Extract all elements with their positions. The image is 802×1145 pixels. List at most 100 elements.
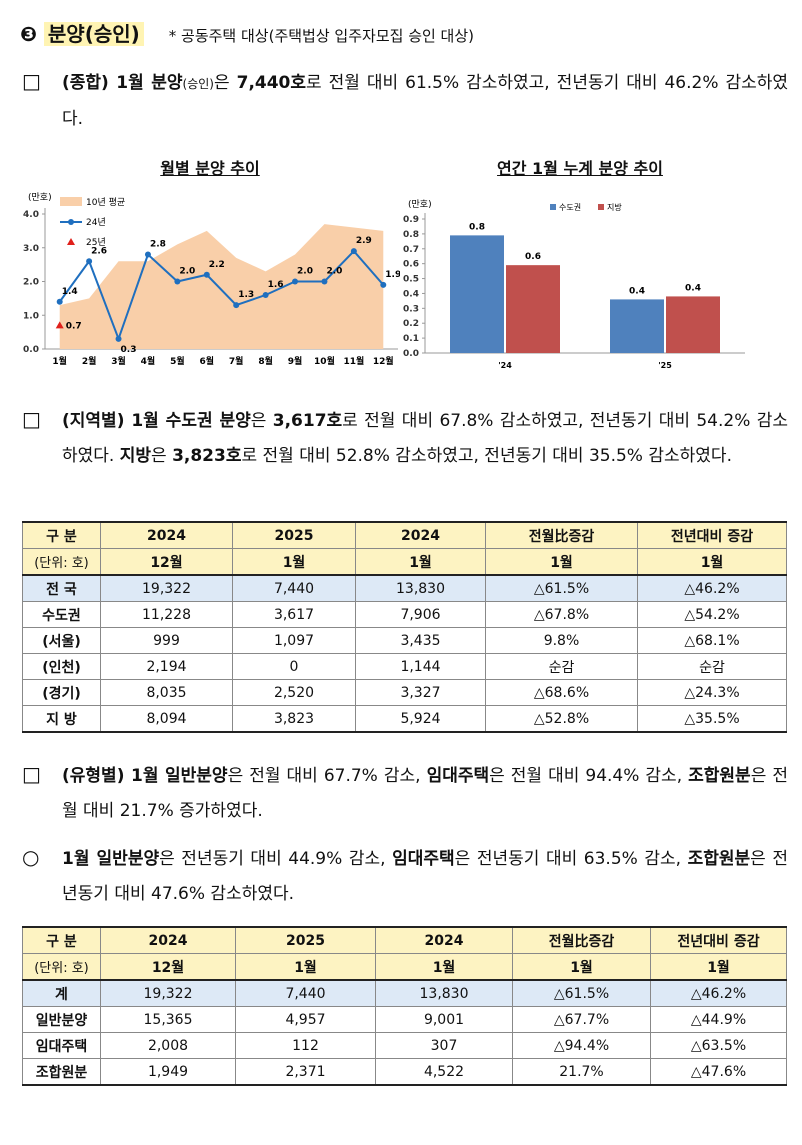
marker bbox=[55, 321, 64, 329]
marker bbox=[203, 271, 210, 278]
y-tick-label: 0.7 bbox=[403, 245, 419, 255]
header-cell: 전년대비 증감 bbox=[637, 521, 787, 549]
cell: △24.3% bbox=[637, 679, 787, 706]
cell: 8,035 bbox=[100, 679, 233, 706]
header-cell: 1월 bbox=[355, 548, 486, 576]
x-tick-label: '25 bbox=[658, 361, 672, 370]
cell: △54.2% bbox=[637, 601, 787, 628]
bullet-marker: □ bbox=[22, 69, 41, 93]
legend-label: 10년 평균 bbox=[86, 197, 125, 208]
bullet-marker: ○ bbox=[22, 845, 40, 869]
y-tick-label: 0.9 bbox=[403, 215, 419, 225]
text-run: 로 전월 대비 61.5% 감소하였고, 전년동기 대비 46.2% 감소하였다… bbox=[62, 73, 788, 129]
data-label: 0.7 bbox=[66, 321, 82, 331]
header-row: (단위: 호) 12월 1월 1월 1월 1월 bbox=[22, 548, 787, 576]
cell: 2,194 bbox=[100, 653, 233, 680]
chart: (만호) 0.0 0.1 0.2 0.3 0.4 0.5 0.6 0.7 0.8 0.9 '24 '25… bbox=[403, 199, 745, 370]
paragraph: □ (지역별) 1월 수도권 분양은 3,617호로 전월 대비 67.8% 감소… bbox=[22, 402, 788, 474]
cell: 19,322 bbox=[100, 574, 233, 602]
chart-title: 월별 분양 추이 bbox=[160, 159, 260, 178]
y-tick-label: 0.2 bbox=[403, 319, 419, 329]
legend-swatch bbox=[68, 219, 74, 225]
bar bbox=[610, 299, 664, 353]
cell: 112 bbox=[235, 1032, 376, 1059]
cell: 3,823 bbox=[232, 705, 356, 733]
marker bbox=[262, 292, 269, 298]
data-label: 2.0 bbox=[297, 267, 313, 277]
data-label: 1.9 bbox=[385, 270, 400, 280]
cell: 7,440 bbox=[235, 979, 376, 1007]
cell: 7,906 bbox=[355, 601, 486, 628]
header-cell: 1월 bbox=[650, 953, 787, 981]
data-label: 2.6 bbox=[91, 246, 107, 256]
header-cell: 1월 bbox=[512, 953, 651, 981]
cell: 조합원분 bbox=[22, 1058, 101, 1086]
text-run: 은 전월 대비 21.7% 증가하였다. bbox=[62, 766, 788, 821]
text-run: 은 bbox=[151, 446, 173, 466]
cell: 11,228 bbox=[100, 601, 233, 628]
data-row: 전 국 19,322 7,440 13,830 △61.5% △46.2% bbox=[22, 574, 787, 602]
bullet-marker: □ bbox=[22, 762, 41, 786]
text-run: 조합원분 bbox=[687, 849, 751, 869]
header-cell: 전월比증감 bbox=[485, 521, 638, 549]
marker bbox=[350, 248, 357, 255]
data-label: 2.0 bbox=[326, 267, 342, 277]
header-row: 구 분 2024 2025 2024 전월比증감 전년대비 증감 bbox=[22, 926, 787, 954]
cell: 임대주택 bbox=[22, 1032, 101, 1059]
x-tick-label: 6월 bbox=[200, 355, 215, 367]
cell: 순감 bbox=[637, 653, 787, 680]
x-tick-label: 7월 bbox=[229, 355, 244, 367]
text-run: (종합) 1월 분양 bbox=[62, 73, 183, 93]
cell: △47.6% bbox=[650, 1058, 787, 1086]
x-tick-label: 9월 bbox=[288, 355, 303, 367]
cell: 3,435 bbox=[355, 627, 486, 654]
header-cell: 1월 bbox=[485, 548, 638, 576]
bar bbox=[666, 296, 720, 353]
text-run: 은 전년동기 대비 63.5% 감소, bbox=[454, 849, 688, 869]
data-label: 2.2 bbox=[209, 260, 225, 270]
cell: △35.5% bbox=[637, 705, 787, 733]
header-cell: 2024 bbox=[355, 521, 486, 549]
legend-label: 25년 bbox=[86, 237, 106, 248]
cell: △44.9% bbox=[650, 1006, 787, 1033]
y-axis-label: (만호) bbox=[408, 199, 432, 210]
cell: 3,327 bbox=[355, 679, 486, 706]
text-run: 은 전월 대비 94.4% 감소, bbox=[489, 766, 689, 786]
marker bbox=[144, 251, 151, 258]
cell: △68.6% bbox=[485, 679, 638, 706]
data-label: 0.8 bbox=[469, 222, 485, 232]
data-row: 임대주택 2,008 112 307 △94.4% △63.5% bbox=[22, 1032, 787, 1059]
text-run: 3,823호 bbox=[172, 446, 242, 466]
cell: 9,001 bbox=[375, 1006, 513, 1033]
data-row: 수도권 11,228 3,617 7,906 △67.8% △54.2% bbox=[22, 601, 787, 628]
chart: (만호) 0.0 1.0 2.0 3.0 4.0 1월 2월 3월 4월 5월 6월 7월 8월 9월 10월… bbox=[23, 192, 400, 367]
header-cell: 전년대비 증감 bbox=[650, 926, 787, 954]
text-run: 조합원분 bbox=[688, 766, 751, 786]
text-run: 3,617호 bbox=[272, 411, 343, 431]
paragraph: □ (종합) 1월 분양(승인)은 7,440호로 전월 대비 61.5% 감소하… bbox=[22, 64, 788, 137]
cell: 1,144 bbox=[355, 653, 486, 680]
legend-swatch bbox=[60, 197, 82, 206]
cell: 지 방 bbox=[22, 705, 101, 733]
cell: 19,322 bbox=[100, 979, 236, 1007]
cell: 9.8% bbox=[485, 627, 638, 654]
marker bbox=[233, 302, 240, 309]
cell: △67.8% bbox=[485, 601, 638, 628]
bar bbox=[450, 235, 504, 353]
header-cell: 구 분 bbox=[22, 521, 101, 549]
text-run: 은 전년동기 대비 44.9% 감소, bbox=[159, 849, 393, 869]
data-label: 1.3 bbox=[238, 290, 254, 300]
y-tick-label: 2.0 bbox=[23, 278, 39, 288]
y-tick-label: 4.0 bbox=[23, 210, 39, 220]
cell: △46.2% bbox=[650, 979, 787, 1007]
y-tick-label: 0.3 bbox=[403, 304, 419, 314]
legend-label: 수도권 bbox=[559, 202, 581, 212]
cell: △52.8% bbox=[485, 705, 638, 733]
legend-swatch bbox=[67, 238, 75, 245]
cell: 13,830 bbox=[375, 979, 513, 1007]
header-cell: 전월比증감 bbox=[512, 926, 651, 954]
header-cell: 2024 bbox=[100, 926, 236, 954]
text-run: 임대주택 bbox=[426, 766, 490, 786]
table: 구 분 2024 2025 2024 전월比증감 전년대비 증감 (단위: 호) 12월 1월 1… bbox=[22, 926, 787, 1086]
